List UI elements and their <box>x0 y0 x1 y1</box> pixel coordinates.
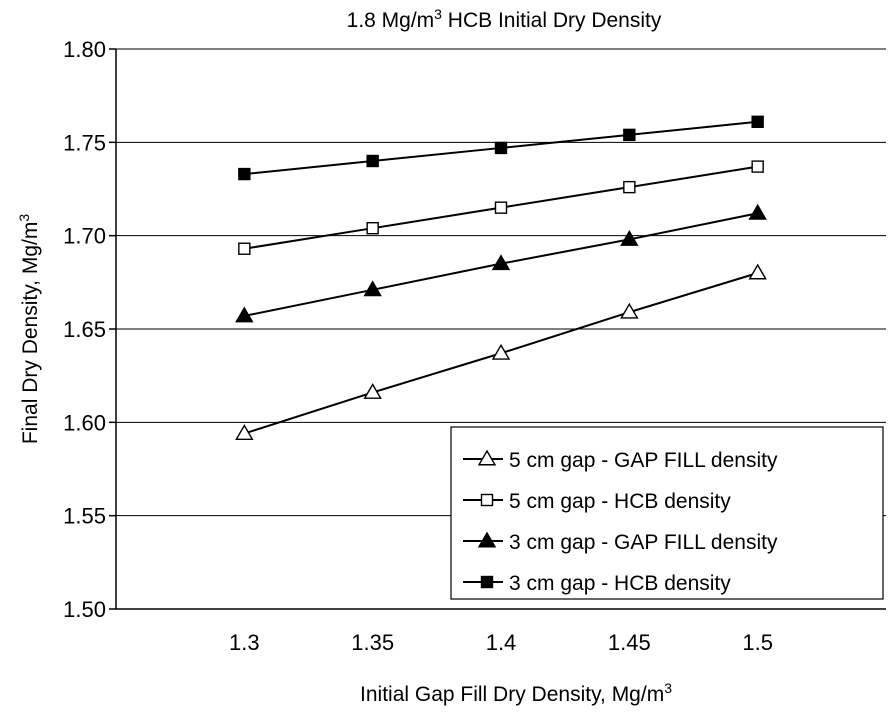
data-point-s1-4 <box>751 160 764 173</box>
legend-label-1: 5 cm gap - HCB density <box>509 490 731 513</box>
data-point-s1-0 <box>238 242 251 255</box>
legend-box <box>450 426 884 600</box>
data-point-s0-0 <box>235 424 254 440</box>
legend-marker-1 <box>480 493 494 507</box>
chart-title-suffix: HCB Initial Dry Density <box>442 9 662 32</box>
data-point-s2-0 <box>235 306 254 323</box>
y-tick-label-5: 1.75 <box>63 130 106 155</box>
data-point-s1-3 <box>623 180 636 194</box>
chart-title-main: 1.8 Mg/m <box>347 9 435 32</box>
data-point-s3-1 <box>366 154 379 168</box>
legend-label-0: 5 cm gap - GAP FILL density <box>509 449 778 472</box>
data-point-s0-4 <box>748 263 767 280</box>
data-point-s2-3 <box>620 230 639 246</box>
legend: 5 cm gap - GAP FILL density 5 cm gap - HC… <box>450 426 884 600</box>
data-point-s0-2 <box>491 343 511 360</box>
data-point-s1-1 <box>366 221 379 235</box>
legend-marker-3 <box>480 575 494 589</box>
data-point-s1-2 <box>494 201 508 214</box>
x-tick-label-0: 1.3 <box>229 630 260 655</box>
y-tick-label-6: 1.80 <box>63 37 106 62</box>
y-tick-label-0: 1.50 <box>63 597 106 622</box>
data-point-s2-2 <box>491 254 511 271</box>
x-axis-title-sup: 3 <box>664 680 672 696</box>
x-tick-label-1: 1.35 <box>351 630 394 655</box>
x-axis-title: Initial Gap Fill Dry Density, Mg/m3 <box>360 680 672 706</box>
y-tick-label-2: 1.60 <box>63 410 106 435</box>
y-axis-title-main: Final Dry Density, Mg/m <box>19 222 42 444</box>
data-point-s0-1 <box>363 383 382 399</box>
data-point-s2-1 <box>363 280 382 297</box>
x-tick-label-3: 1.45 <box>608 630 651 655</box>
x-tick-label-2: 1.4 <box>486 630 517 655</box>
legend-label-2: 3 cm gap - GAP FILL density <box>509 531 778 554</box>
x-tick-label-4: 1.5 <box>742 630 773 655</box>
chart-title: 1.8 Mg/m3 HCB Initial Dry Density <box>347 6 662 32</box>
legend-label-3: 3 cm gap - HCB density <box>509 572 731 595</box>
x-axis-title-main: Initial Gap Fill Dry Density, Mg/m <box>360 683 664 706</box>
data-point-s0-3 <box>620 302 639 319</box>
data-point-s3-3 <box>623 128 636 142</box>
chart-title-sup: 3 <box>434 6 442 22</box>
legend-marker-2 <box>477 531 497 548</box>
y-tick-label-3: 1.65 <box>63 317 106 342</box>
y-tick-label-1: 1.55 <box>63 504 106 529</box>
data-point-s3-4 <box>751 115 764 129</box>
data-point-s3-2 <box>494 141 508 155</box>
y-axis-title-sup: 3 <box>16 214 32 222</box>
y-tick-label-4: 1.70 <box>63 224 106 249</box>
plot-area: 1.50 1.55 1.60 1.65 1.70 1.75 1.80 1.3 1.35 1.4 1.… <box>63 37 886 655</box>
y-axis-title: Final Dry Density, Mg/m3 <box>16 214 42 444</box>
legend-marker-0 <box>477 449 497 466</box>
data-point-s2-4 <box>748 203 767 220</box>
data-point-s3-0 <box>238 167 251 181</box>
